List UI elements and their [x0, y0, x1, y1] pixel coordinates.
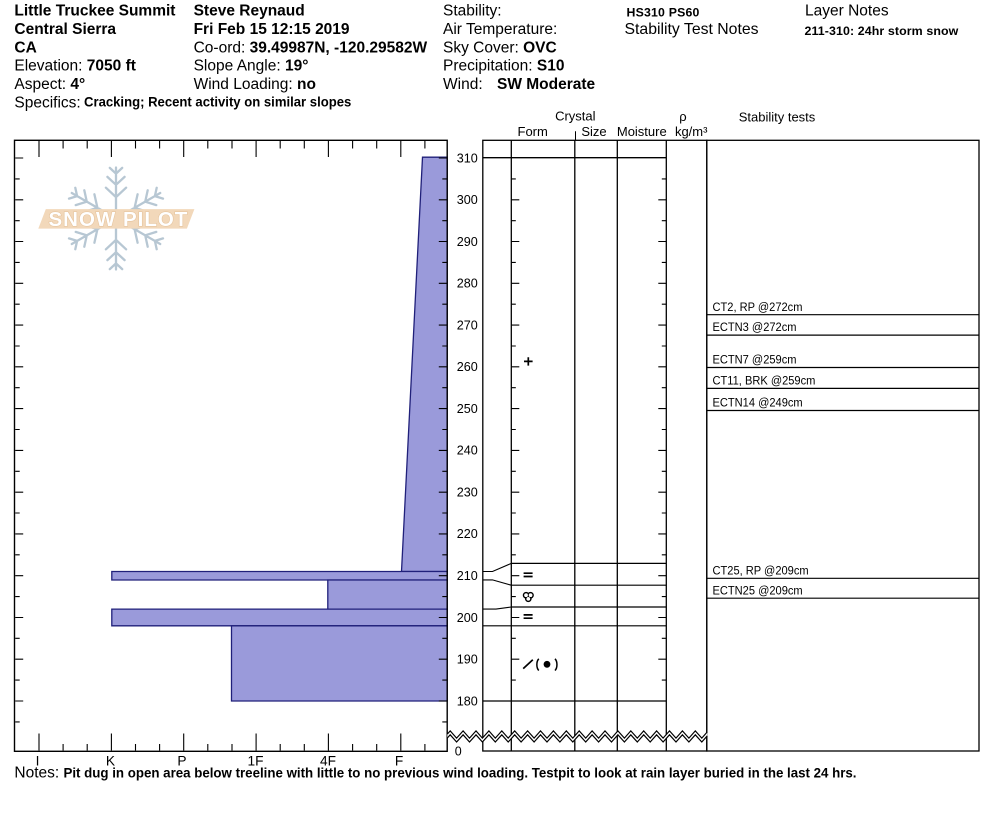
svg-text:310: 310	[457, 151, 478, 165]
svg-text:Aspect: 4°: Aspect: 4°	[14, 76, 85, 93]
svg-text:Specifics:: Specifics:	[14, 94, 80, 111]
svg-text:Moisture: Moisture	[617, 124, 667, 139]
svg-text:Central Sierra: Central Sierra	[14, 21, 116, 38]
svg-text:Crystal: Crystal	[555, 109, 596, 124]
svg-text:Wind Loading: no: Wind Loading: no	[194, 76, 316, 93]
svg-text:300: 300	[457, 193, 478, 207]
svg-text:CT2, RP @272cm: CT2, RP @272cm	[713, 301, 803, 313]
svg-text:I: I	[36, 754, 40, 769]
svg-text:ECTN25 @209cm: ECTN25 @209cm	[713, 585, 803, 597]
svg-text:P: P	[177, 754, 186, 769]
svg-text:1F: 1F	[248, 754, 264, 769]
svg-text:0: 0	[455, 745, 462, 759]
svg-text:280: 280	[457, 277, 478, 291]
svg-text:Stability tests: Stability tests	[739, 109, 816, 124]
svg-text:CT25, RP @209cm: CT25, RP @209cm	[713, 565, 809, 577]
svg-text:230: 230	[457, 485, 478, 499]
svg-text:kg/m³: kg/m³	[675, 124, 708, 139]
svg-text:CA: CA	[14, 39, 36, 56]
svg-text:Little Truckee Summit: Little Truckee Summit	[14, 3, 175, 20]
svg-text:260: 260	[457, 360, 478, 374]
svg-text:210: 210	[457, 569, 478, 583]
svg-text:ECTN3 @272cm: ECTN3 @272cm	[713, 322, 797, 334]
svg-text:ρ: ρ	[679, 109, 686, 124]
svg-text:Fri Feb 15 12:15 2019: Fri Feb 15 12:15 2019	[194, 21, 350, 38]
svg-text:Air Temperature:: Air Temperature:	[443, 21, 557, 38]
svg-text:Form: Form	[518, 124, 548, 139]
svg-text:211-310: 24hr storm snow: 211-310: 24hr storm snow	[805, 24, 959, 38]
svg-text:ECTN14 @249cm: ECTN14 @249cm	[713, 397, 803, 409]
svg-text:Cracking; Recent activity on s: Cracking; Recent activity on similar slo…	[84, 94, 351, 110]
svg-text:CT11, BRK @259cm: CT11, BRK @259cm	[713, 375, 816, 387]
svg-text:200: 200	[457, 611, 478, 625]
svg-text:Co-ord: 39.49987N, -120.29582W: Co-ord: 39.49987N, -120.29582W	[194, 39, 428, 56]
svg-text:Stability:: Stability:	[443, 3, 502, 20]
svg-text:240: 240	[457, 444, 478, 458]
svg-text:SW Moderate: SW Moderate	[497, 76, 596, 93]
svg-text:Sky Cover: OVC: Sky Cover: OVC	[443, 39, 557, 56]
svg-text:Elevation: 7050 ft: Elevation: 7050 ft	[14, 58, 136, 75]
svg-text:ECTN7 @259cm: ECTN7 @259cm	[713, 354, 797, 366]
svg-text:F: F	[395, 754, 403, 769]
svg-text:Precipitation: S10: Precipitation: S10	[443, 58, 565, 75]
svg-text:Pit dug in open area below tre: Pit dug in open area below treeline with…	[64, 764, 857, 780]
svg-text:Slope Angle: 19°: Slope Angle: 19°	[194, 58, 309, 75]
svg-text:Steve Reynaud: Steve Reynaud	[194, 3, 305, 20]
svg-text:4F: 4F	[320, 754, 336, 769]
svg-text:K: K	[106, 754, 115, 769]
svg-text:190: 190	[457, 653, 478, 667]
svg-text:Wind:: Wind:	[443, 76, 483, 93]
svg-text:Stability Test Notes: Stability Test Notes	[625, 21, 759, 38]
svg-text:SNOW PILOT: SNOW PILOT	[49, 208, 189, 231]
svg-text:HS310 PS60: HS310 PS60	[627, 5, 700, 19]
svg-text:290: 290	[457, 235, 478, 249]
svg-text:270: 270	[457, 318, 478, 332]
svg-text:Size: Size	[581, 124, 606, 139]
svg-text:Layer Notes: Layer Notes	[805, 3, 889, 20]
svg-text:250: 250	[457, 402, 478, 416]
svg-text:220: 220	[457, 527, 478, 541]
svg-text:180: 180	[457, 694, 478, 708]
svg-text:Notes:: Notes:	[14, 765, 59, 782]
